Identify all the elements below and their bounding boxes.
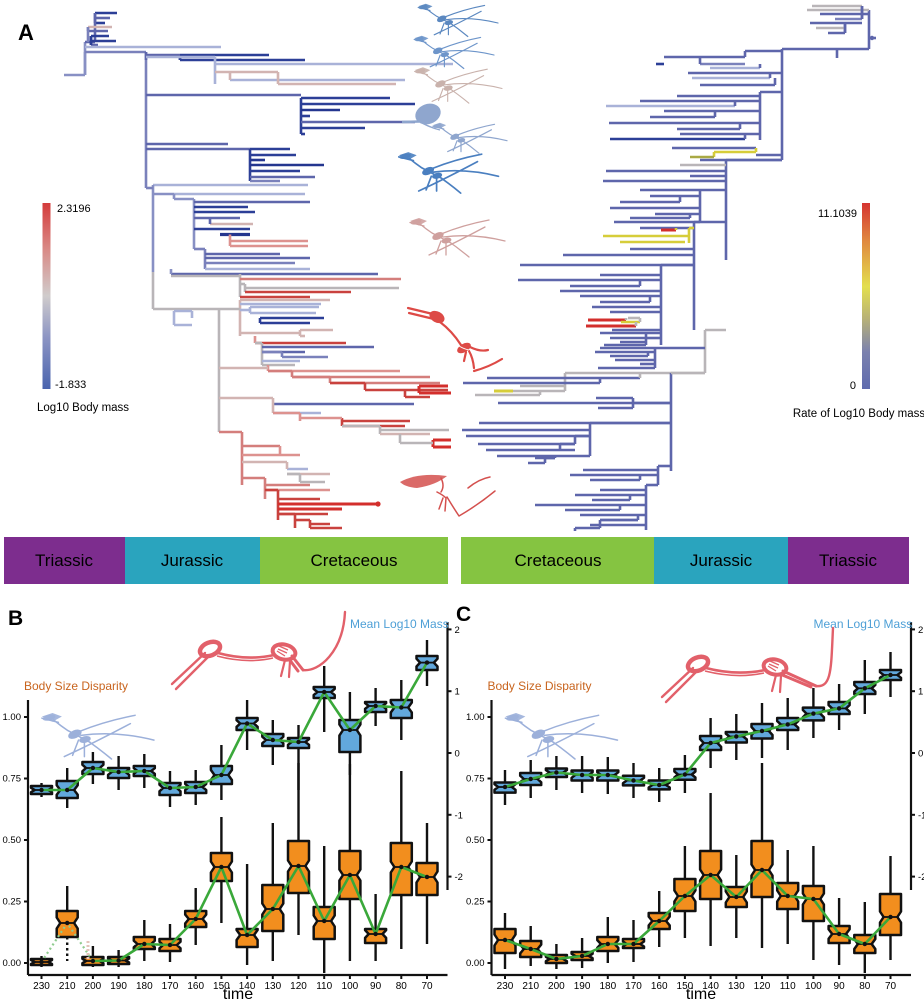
svg-text:190: 190 <box>574 981 591 992</box>
svg-text:160: 160 <box>651 981 668 992</box>
svg-text:170: 170 <box>625 981 642 992</box>
svg-text:210: 210 <box>522 981 539 992</box>
svg-text:1.00: 1.00 <box>466 712 485 723</box>
svg-text:80: 80 <box>859 981 871 992</box>
svg-text:110: 110 <box>780 981 796 992</box>
svg-text:0: 0 <box>918 749 923 760</box>
svg-text:100: 100 <box>805 981 822 992</box>
svg-text:90: 90 <box>834 981 846 992</box>
svg-text:200: 200 <box>85 981 102 992</box>
svg-text:Body Size Disparity: Body Size Disparity <box>488 679 592 693</box>
svg-text:-1: -1 <box>918 810 924 821</box>
svg-text:-2: -2 <box>918 872 924 883</box>
svg-text:190: 190 <box>110 981 127 992</box>
svg-text:0.25: 0.25 <box>466 897 485 908</box>
svg-text:230: 230 <box>33 981 50 992</box>
svg-text:time: time <box>223 986 253 1002</box>
svg-text:90: 90 <box>370 981 382 992</box>
svg-text:160: 160 <box>187 981 204 992</box>
svg-text:Triassic: Triassic <box>35 551 93 570</box>
svg-text:Jurassic: Jurassic <box>161 551 224 570</box>
svg-text:Mean Log10 Mass: Mean Log10 Mass <box>350 617 449 631</box>
svg-text:B: B <box>8 607 23 630</box>
svg-text:150: 150 <box>213 981 230 992</box>
svg-text:70: 70 <box>421 981 433 992</box>
svg-text:180: 180 <box>599 981 616 992</box>
svg-text:0.25: 0.25 <box>3 897 22 908</box>
svg-text:80: 80 <box>396 981 408 992</box>
svg-text:0: 0 <box>850 380 856 392</box>
svg-text:Log10 Body mass: Log10 Body mass <box>37 402 129 414</box>
svg-text:A: A <box>18 20 34 45</box>
svg-text:0.50: 0.50 <box>3 835 22 846</box>
svg-text:0.00: 0.00 <box>3 958 22 969</box>
svg-text:2: 2 <box>918 625 923 636</box>
svg-text:Cretaceous: Cretaceous <box>515 551 602 570</box>
svg-text:130: 130 <box>728 981 745 992</box>
svg-text:70: 70 <box>885 981 897 992</box>
svg-text:Jurassic: Jurassic <box>690 551 753 570</box>
svg-text:-1.833: -1.833 <box>55 379 86 391</box>
svg-text:210: 210 <box>59 981 76 992</box>
svg-text:0.00: 0.00 <box>466 958 485 969</box>
svg-text:110: 110 <box>316 981 332 992</box>
svg-text:1: 1 <box>918 687 923 698</box>
svg-text:230: 230 <box>497 981 514 992</box>
svg-text:C: C <box>456 603 471 626</box>
svg-text:0: 0 <box>455 749 460 760</box>
svg-text:100: 100 <box>342 981 359 992</box>
svg-text:130: 130 <box>264 981 281 992</box>
svg-text:2: 2 <box>455 625 460 636</box>
svg-text:0.75: 0.75 <box>3 774 22 785</box>
svg-text:Cretaceous: Cretaceous <box>311 551 398 570</box>
svg-text:180: 180 <box>136 981 153 992</box>
svg-text:1: 1 <box>455 687 460 698</box>
svg-text:1.00: 1.00 <box>3 712 22 723</box>
svg-text:2.3196: 2.3196 <box>57 203 91 215</box>
svg-text:120: 120 <box>290 981 307 992</box>
svg-text:Rate of Log10 Body mass: Rate of Log10 Body mass <box>793 408 924 420</box>
svg-text:0.50: 0.50 <box>466 835 485 846</box>
svg-text:140: 140 <box>702 981 719 992</box>
svg-text:Body Size Disparity: Body Size Disparity <box>24 679 128 693</box>
svg-text:time: time <box>686 986 716 1002</box>
svg-text:120: 120 <box>754 981 771 992</box>
svg-text:150: 150 <box>677 981 694 992</box>
svg-text:170: 170 <box>162 981 179 992</box>
svg-text:Mean Log10 Mass: Mean Log10 Mass <box>814 617 913 631</box>
svg-text:11.1039: 11.1039 <box>818 208 857 220</box>
svg-text:200: 200 <box>548 981 565 992</box>
svg-text:-2: -2 <box>455 872 463 883</box>
svg-text:-1: -1 <box>455 810 463 821</box>
svg-text:0.75: 0.75 <box>466 774 485 785</box>
svg-text:140: 140 <box>239 981 256 992</box>
svg-text:Triassic: Triassic <box>819 551 877 570</box>
